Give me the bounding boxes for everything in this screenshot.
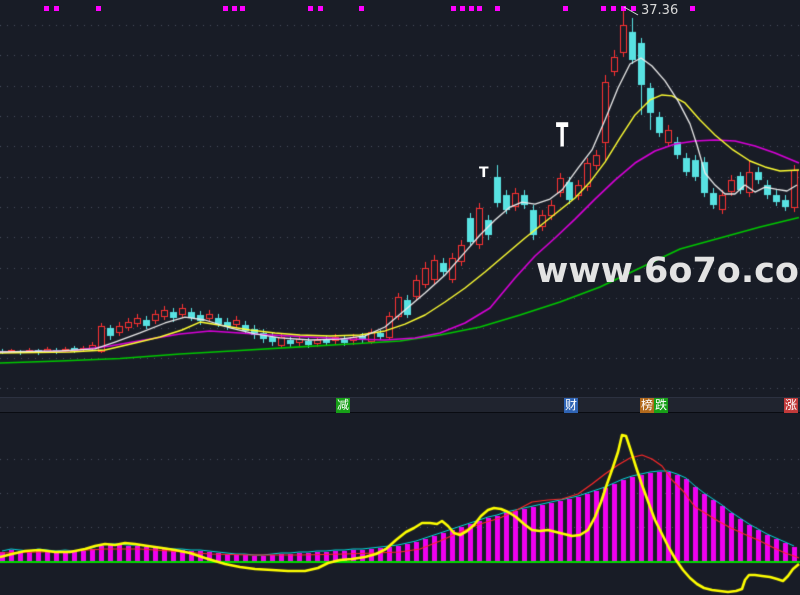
tag-button-跌[interactable]: 跌	[654, 398, 669, 413]
t-trade-mark: T	[479, 165, 489, 181]
signal-square	[495, 6, 500, 11]
signal-square	[621, 6, 626, 11]
signal-square	[96, 6, 101, 11]
signal-square	[308, 6, 313, 11]
signal-square	[232, 6, 237, 11]
tag-strip: 减 财 榜跌 涨	[0, 397, 800, 413]
signal-square	[451, 6, 456, 11]
tag-button-财[interactable]: 财	[564, 398, 579, 413]
signal-square	[318, 6, 323, 11]
signal-square	[460, 6, 465, 11]
signal-square	[631, 6, 636, 11]
indicator-panel	[0, 413, 800, 595]
signal-square	[223, 6, 228, 11]
indicator-chart-canvas[interactable]	[0, 413, 800, 595]
signal-square	[54, 6, 59, 11]
main-chart-canvas[interactable]	[0, 0, 800, 397]
signal-square	[563, 6, 568, 11]
signal-square	[477, 6, 482, 11]
price-pointer-line	[623, 6, 639, 16]
tag-button-减[interactable]: 减	[336, 398, 351, 413]
signal-square	[469, 6, 474, 11]
signal-square	[359, 6, 364, 11]
main-chart-panel: TT 37.36 www.6o7o.com	[0, 0, 800, 397]
t-trade-mark: T	[556, 116, 569, 156]
signal-square	[601, 6, 606, 11]
signal-square	[690, 6, 695, 11]
tag-button-涨[interactable]: 涨	[784, 398, 799, 413]
signal-square	[240, 6, 245, 11]
tag-button-榜[interactable]: 榜	[640, 398, 655, 413]
signal-square	[611, 6, 616, 11]
high-price-label: 37.36	[641, 3, 679, 18]
signal-square	[44, 6, 49, 11]
